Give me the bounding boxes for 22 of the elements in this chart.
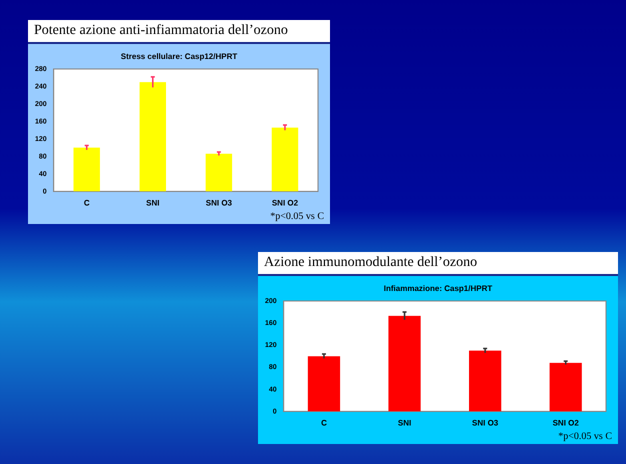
x-tick-label: SNI O2 (272, 198, 299, 208)
chart-subtitle: Stress cellulare: Casp12/HPRT (120, 51, 238, 61)
bar (206, 154, 232, 192)
bar (74, 148, 100, 192)
bar (550, 362, 582, 412)
chart-subtitle: Infiammazione: Casp1/HPRT (382, 283, 494, 293)
chart-title: Potente azione anti-infiammatoria dell’ozono (28, 20, 330, 44)
x-tick-label: SNI O2 (552, 418, 580, 428)
bar (272, 128, 298, 192)
text: *p<0.05 vs C (269, 211, 325, 224)
x-tick-label: C (84, 198, 90, 208)
bar (469, 350, 502, 412)
x-tick-label: SNI (398, 418, 412, 428)
bar (388, 316, 421, 412)
chart-title: Azione immunomodulante dell’ozono (258, 252, 618, 276)
text: *p<0.05 vs C (557, 431, 613, 444)
x-tick-label: C (321, 418, 328, 428)
x-tick-label: SNI O3 (206, 198, 233, 208)
x-tick-label: SNI (146, 198, 160, 208)
bar (140, 82, 166, 192)
bar (308, 356, 340, 412)
x-tick-label: SNI O3 (472, 418, 499, 428)
